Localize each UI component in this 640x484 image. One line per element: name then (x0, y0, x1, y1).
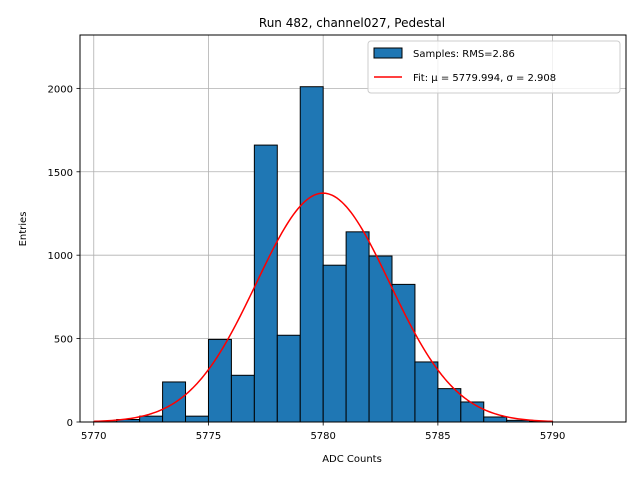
y-tick-label: 500 (54, 335, 73, 346)
histogram-bar (254, 145, 277, 422)
histogram-bar (186, 416, 209, 422)
y-tick-label: 1500 (48, 168, 73, 179)
legend: Samples: RMS=2.86 Fit: μ = 5779.994, σ =… (368, 41, 620, 93)
histogram-bars (94, 87, 553, 422)
y-tick-label: 0 (67, 418, 73, 429)
x-tick-label: 5790 (540, 431, 565, 442)
x-axis-label: ADC Counts (322, 454, 382, 465)
histogram-bar (231, 375, 254, 422)
x-tick-label: 5770 (81, 431, 106, 442)
histogram-bar (438, 389, 461, 422)
y-tick-label: 1000 (48, 251, 73, 262)
x-tick-label: 5775 (196, 431, 221, 442)
x-tick-label: 5785 (425, 431, 450, 442)
histogram-bar (484, 417, 507, 422)
chart-title: Run 482, channel027, Pedestal (259, 16, 445, 30)
y-tick-label: 2000 (48, 84, 73, 95)
histogram-bar (163, 382, 186, 422)
histogram-bar (392, 284, 415, 422)
histogram-bar (323, 265, 346, 422)
y-ticks: 0 500 1000 1500 2000 (48, 84, 80, 429)
x-ticks: 5770 5775 5780 5785 5790 (81, 422, 565, 442)
histogram-bar (300, 87, 323, 422)
histogram-bar (140, 416, 163, 422)
y-axis-label: Entries (18, 212, 29, 247)
legend-samples-label: Samples: RMS=2.86 (413, 49, 515, 60)
histogram-bar (346, 232, 369, 422)
histogram-bar (461, 402, 484, 422)
histogram-bar (277, 335, 300, 422)
legend-samples-swatch (374, 48, 402, 58)
legend-fit-label: Fit: μ = 5779.994, σ = 2.908 (413, 73, 556, 84)
x-tick-label: 5780 (310, 431, 335, 442)
histogram-bar (415, 362, 438, 422)
